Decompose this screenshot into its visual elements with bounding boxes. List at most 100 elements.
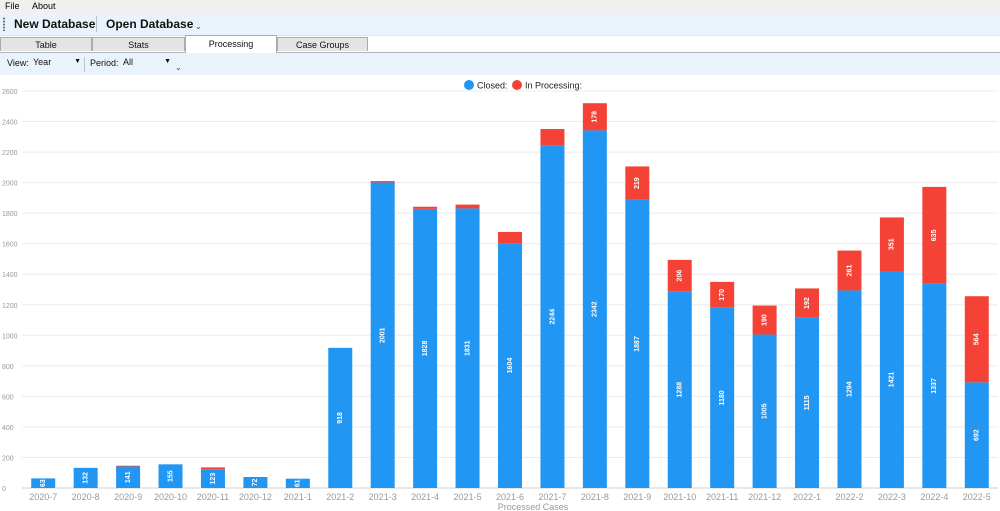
bar-closed[interactable]	[710, 307, 735, 488]
x-axis-ticks: 2020-7 2020-8 2020-9 2020-10 2020-11 2020-12 2…	[29, 492, 991, 502]
bar-label-closed: 72	[252, 479, 259, 487]
bar-closed[interactable]	[795, 317, 820, 488]
bar-closed[interactable]	[752, 334, 777, 488]
period-select[interactable]: All ▼	[123, 57, 171, 71]
tab-stats[interactable]: Stats	[92, 37, 185, 51]
bar-processing[interactable]	[710, 281, 735, 308]
bar-processing[interactable]	[922, 186, 947, 284]
bar-processing[interactable]	[879, 217, 904, 272]
y-tick-label: 2400	[2, 120, 18, 127]
y-tick-label: 2200	[2, 150, 18, 157]
bar-closed[interactable]	[73, 467, 98, 488]
menu-file[interactable]: File	[5, 1, 20, 11]
bar-processing[interactable]	[795, 288, 820, 318]
bar-processing[interactable]	[752, 305, 777, 335]
menu-bar: File About	[0, 0, 1000, 13]
bar-closed[interactable]	[625, 199, 650, 488]
x-tick-label: 2021-3	[369, 492, 397, 502]
x-tick-label: 2021-4	[411, 492, 439, 502]
bar-closed[interactable]	[540, 145, 565, 488]
x-tick-label: 2022-5	[963, 492, 991, 502]
x-tick-label: 2021-11	[706, 492, 738, 502]
filter-overflow-icon[interactable]: ⌄	[175, 63, 182, 72]
y-tick-label: 600	[2, 394, 14, 401]
bar-processing[interactable]	[540, 129, 565, 146]
bar-label-closed: 2342	[592, 301, 599, 317]
chevron-down-icon: ▼	[74, 58, 81, 65]
bar-closed[interactable]	[455, 208, 480, 488]
bar-closed[interactable]	[837, 290, 862, 488]
x-tick-label: 2021-8	[581, 492, 609, 502]
bar-label-closed: 692	[974, 429, 981, 441]
bar-closed[interactable]	[667, 291, 692, 488]
bar-processing[interactable]	[625, 166, 650, 200]
bar-processing[interactable]	[116, 465, 141, 467]
new-database-button[interactable]: New Database	[14, 17, 96, 31]
toolbar-overflow-icon[interactable]: ⌄	[195, 22, 202, 31]
bar-closed[interactable]	[879, 271, 904, 488]
bar-label-processing: 635	[931, 229, 938, 241]
y-tick-label: 1800	[2, 211, 18, 218]
bar-closed[interactable]	[116, 466, 141, 488]
bar-label-closed: 1294	[846, 381, 853, 397]
bar-label-processing: 206	[677, 270, 684, 282]
x-tick-label: 2020-11	[197, 492, 229, 502]
bar-label-closed: 1005	[761, 403, 768, 419]
bar-closed[interactable]	[328, 347, 353, 488]
legend-swatch-closed	[464, 80, 474, 90]
bar-processing[interactable]	[200, 467, 225, 470]
x-tick-label: 2022-1	[793, 492, 821, 502]
bar-closed[interactable]	[922, 283, 947, 488]
bar-label-closed: 123	[210, 473, 217, 485]
bar-label-closed: 61	[295, 479, 302, 487]
y-tick-label: 2600	[2, 89, 18, 96]
tab-case-groups[interactable]: Case Groups	[277, 37, 368, 51]
bar-processing[interactable]	[837, 250, 862, 291]
tab-processing[interactable]: Processing	[185, 35, 277, 53]
y-tick-label: 1600	[2, 242, 18, 249]
bar-processing[interactable]	[667, 259, 692, 292]
bar-closed[interactable]	[31, 478, 56, 488]
view-label: View:	[7, 58, 29, 68]
bar-closed[interactable]	[413, 208, 438, 488]
bar-processing[interactable]	[413, 206, 438, 209]
x-tick-label: 2022-2	[835, 492, 863, 502]
x-tick-label: 2021-9	[623, 492, 651, 502]
bar-processing[interactable]	[498, 231, 522, 244]
bar-processing[interactable]	[964, 296, 989, 383]
bar-closed[interactable]	[200, 469, 225, 488]
tab-table[interactable]: Table	[0, 37, 92, 51]
bar-closed[interactable]	[582, 130, 607, 488]
bar-processing[interactable]	[370, 181, 395, 183]
bar-label-closed: 1288	[677, 382, 684, 398]
bar-closed[interactable]	[243, 477, 268, 488]
toolbar-grip-icon[interactable]	[3, 17, 5, 31]
bar-closed[interactable]	[285, 478, 310, 488]
legend-label-processing: In Processing:	[525, 81, 582, 91]
x-tick-label: 2022-3	[878, 492, 906, 502]
x-tick-label: 2021-5	[454, 492, 482, 502]
bar-label-closed: 1337	[931, 378, 938, 394]
x-tick-label: 2020-7	[29, 492, 57, 502]
x-tick-label: 2021-7	[538, 492, 566, 502]
bar-label-closed: 1828	[422, 341, 429, 357]
filter-separator	[84, 57, 85, 72]
bar-closed[interactable]	[498, 243, 522, 488]
bar-label-processing: 190	[761, 314, 768, 326]
bar-label-closed: 155	[167, 470, 174, 482]
bar-closed[interactable]	[158, 464, 183, 488]
bar-label-processing: 219	[634, 177, 641, 189]
bar-closed[interactable]	[964, 382, 989, 488]
y-axis-ticks: 0 200 400 600 800 1000 1200 1400 1600 1800 2000 220…	[2, 89, 18, 493]
x-tick-label: 2020-9	[114, 492, 142, 502]
bar-label-closed: 2244	[549, 309, 556, 325]
open-database-button[interactable]: Open Database	[106, 17, 194, 31]
legend-swatch-processing	[512, 80, 522, 90]
bar-closed[interactable]	[370, 182, 395, 488]
view-select-value: Year	[33, 57, 52, 67]
bar-processing[interactable]	[455, 204, 480, 209]
view-select[interactable]: Year ▼	[33, 57, 81, 71]
toolbar: New Database Open Database ⌄	[0, 13, 1000, 36]
menu-about[interactable]: About	[32, 1, 56, 11]
bar-processing[interactable]	[582, 103, 607, 131]
